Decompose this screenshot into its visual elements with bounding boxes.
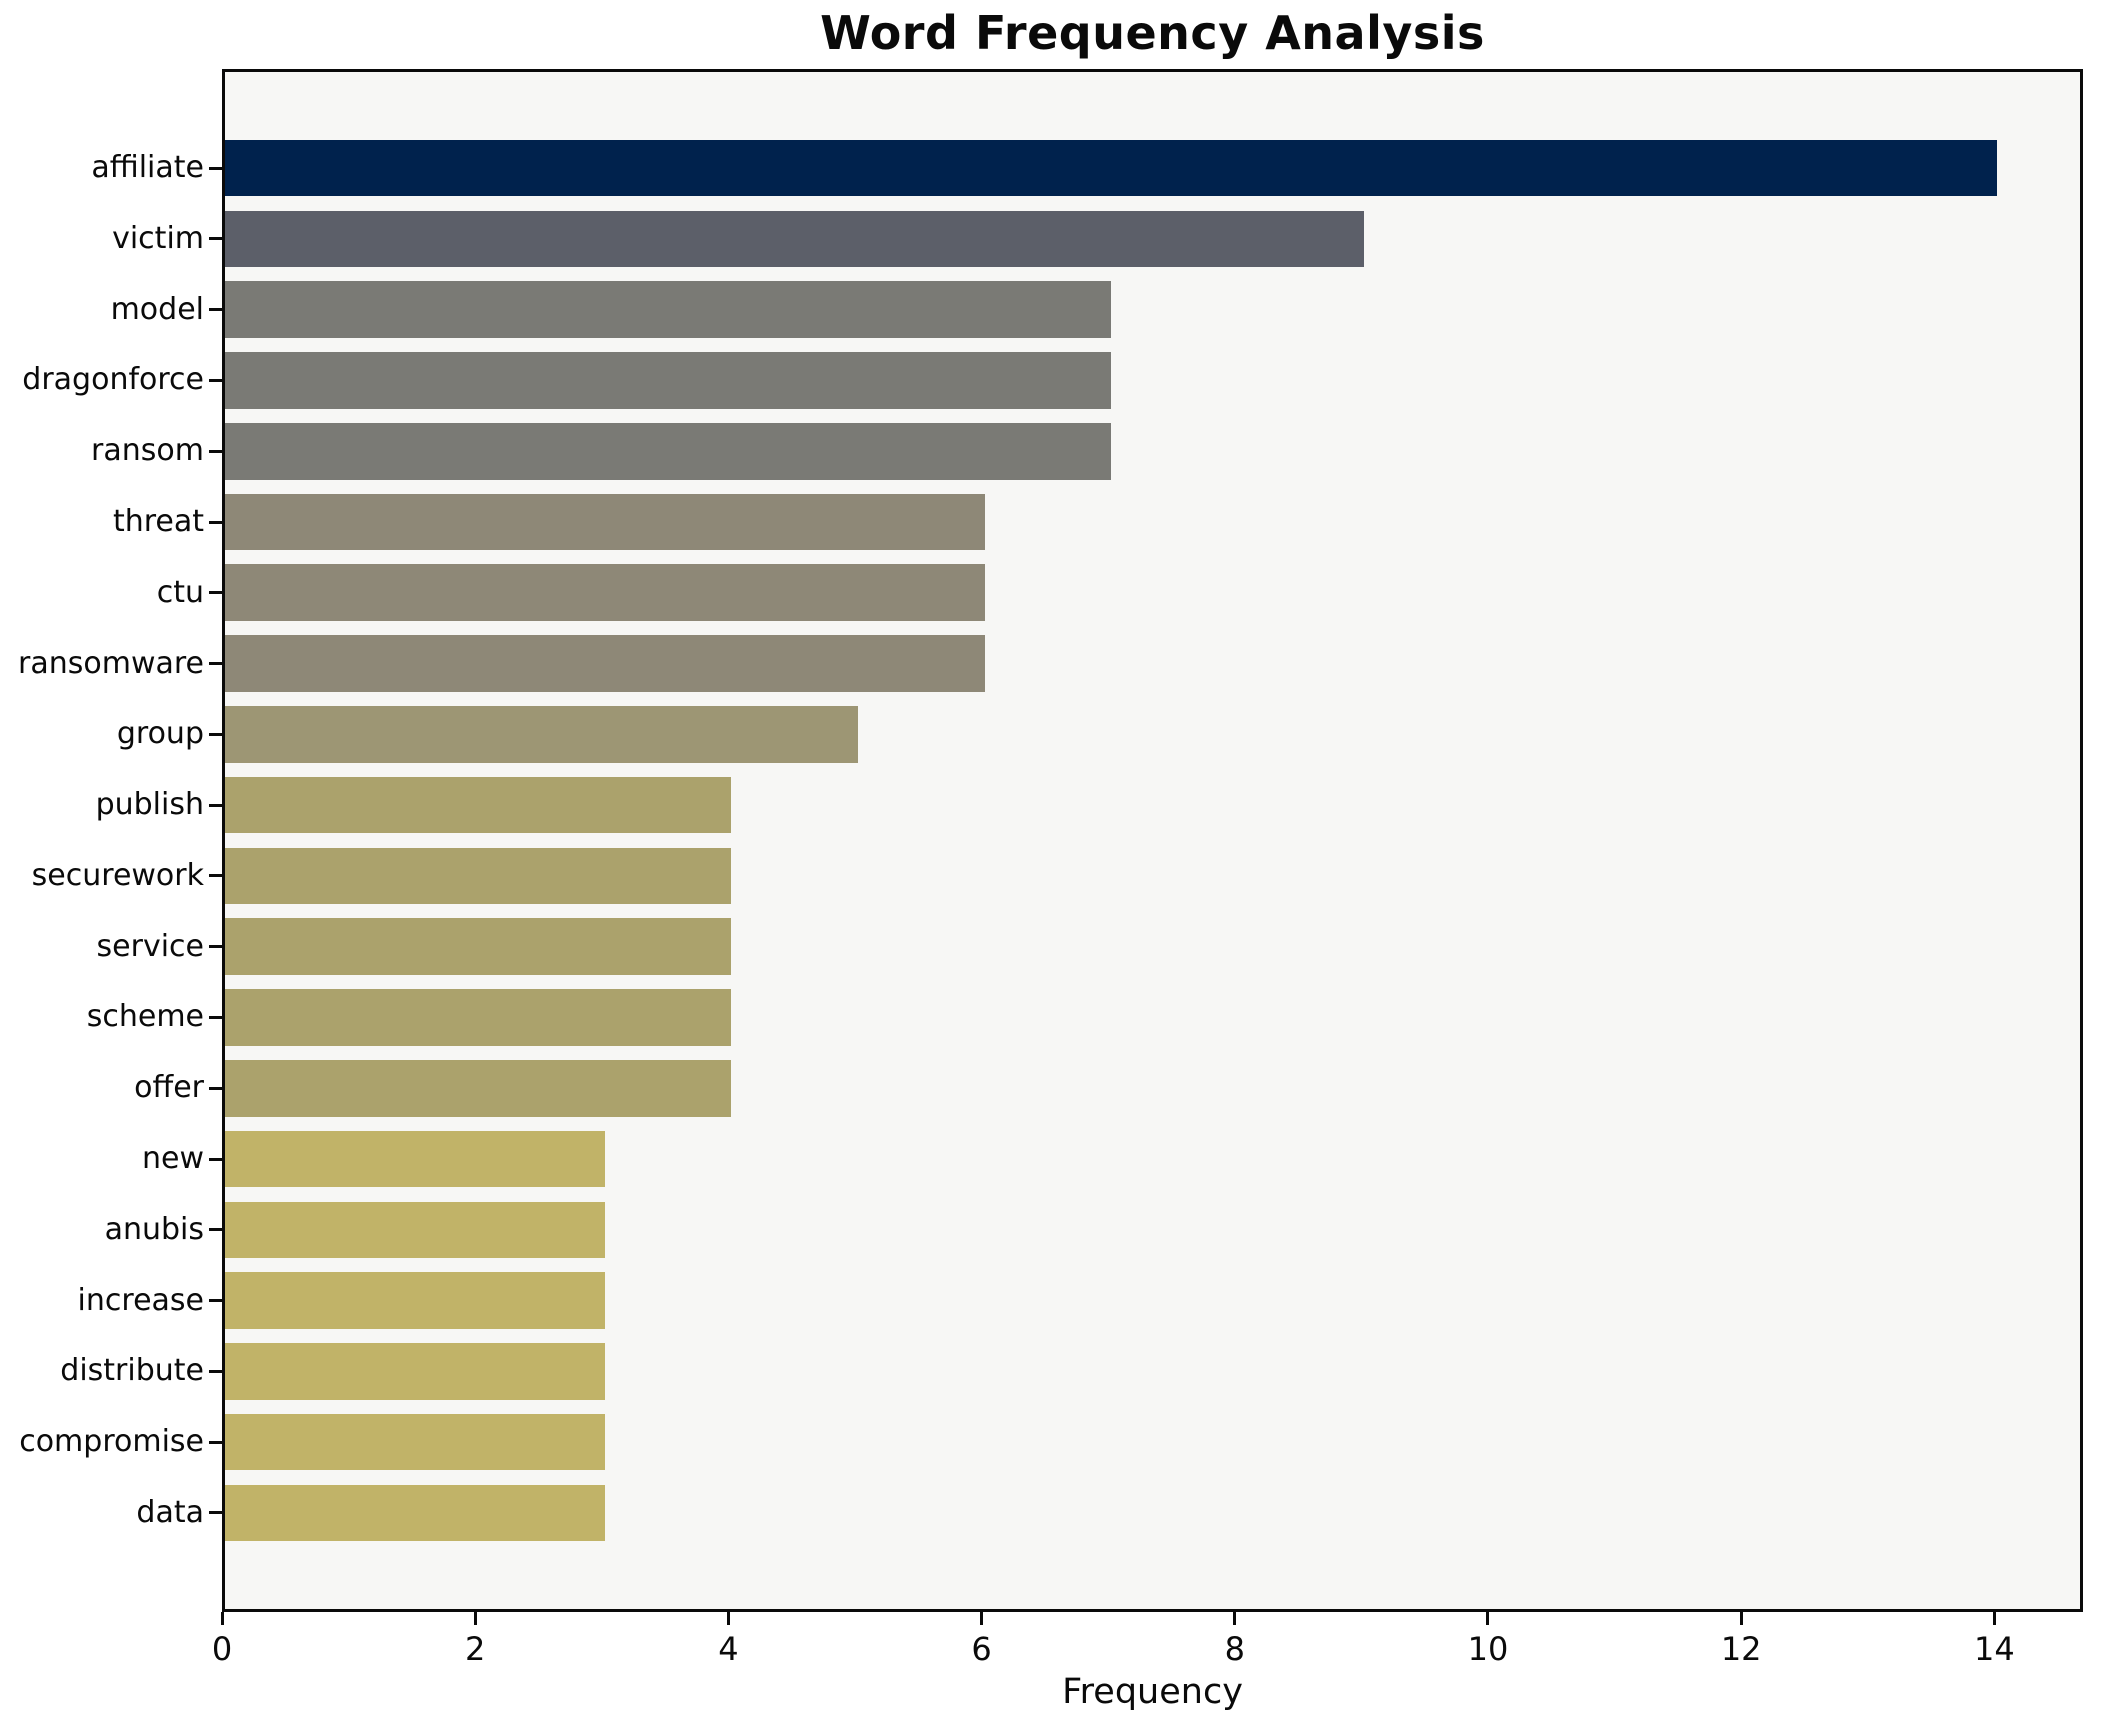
xtick-mark [1486,1612,1490,1625]
bar-publish [225,776,732,834]
ytick-label-ransomware: ransomware [18,645,204,681]
ytick-label-group: group [116,716,204,752]
ytick-label-distribute: distribute [60,1353,204,1389]
bar-ransomware [225,635,985,692]
x-axis-label: Frequency [1062,1672,1243,1712]
bar-compromise [225,1413,605,1471]
bar-scheme [225,989,732,1046]
bar-model [225,281,1112,338]
ytick-label-affiliate: affiliate [91,150,204,186]
ytick-mark [209,1440,222,1444]
ytick-mark [209,1157,222,1161]
ytick-label-publish: publish [95,787,204,823]
xtick-label-14: 14 [1974,1630,2015,1668]
ytick-mark [209,308,222,312]
ytick-label-anubis: anubis [104,1211,204,1247]
bar-ctu [225,564,985,622]
ytick-mark [209,945,222,949]
bar-victim [225,210,1365,268]
ytick-mark [209,1086,222,1090]
ytick-label-offer: offer [134,1070,204,1106]
ytick-label-service: service [96,928,204,964]
bar-anubis [225,1201,605,1259]
ytick-mark [209,803,222,807]
plot-area [222,69,2083,1612]
bar-group [225,706,858,763]
ytick-label-securework: securework [31,857,204,893]
bar-data [225,1484,605,1542]
xtick-mark [980,1612,984,1625]
xtick-mark [473,1612,477,1625]
xtick-label-4: 4 [718,1630,739,1668]
xtick-mark [1233,1612,1237,1625]
ytick-label-increase: increase [77,1282,204,1318]
ytick-mark [209,1228,222,1232]
xtick-label-12: 12 [1720,1630,1762,1668]
chart-title: Word Frequency Analysis [820,6,1485,60]
xtick-label-10: 10 [1467,1630,1509,1668]
bar-new [225,1130,605,1188]
bar-securework [225,847,732,905]
ytick-label-dragonforce: dragonforce [22,362,204,398]
bar-increase [225,1272,605,1329]
ytick-mark [209,449,222,453]
bar-threat [225,493,985,551]
ytick-label-model: model [110,291,204,327]
ytick-label-data: data [136,1494,204,1530]
bar-service [225,918,732,975]
bar-affiliate [225,139,1998,197]
ytick-mark [209,1369,222,1373]
ytick-mark [209,662,222,666]
xtick-label-8: 8 [1224,1630,1245,1668]
ytick-mark [209,1015,222,1019]
bar-ransom [225,422,1112,480]
bar-dragonforce [225,352,1112,409]
ytick-mark [209,237,222,241]
xtick-mark [1992,1612,1996,1625]
ytick-mark [209,874,222,878]
ytick-label-ransom: ransom [91,433,204,469]
ytick-label-new: new [141,1141,204,1177]
ytick-mark [209,591,222,595]
ytick-label-ctu: ctu [156,574,204,610]
ytick-mark [209,166,222,170]
xtick-mark [726,1612,730,1625]
ytick-mark [209,1299,222,1303]
ytick-label-compromise: compromise [19,1424,204,1460]
bar-distribute [225,1343,605,1400]
bar-offer [225,1059,732,1117]
xtick-label-0: 0 [211,1630,233,1668]
xtick-label-2: 2 [465,1630,486,1668]
ytick-mark [209,1511,222,1515]
ytick-mark [209,520,222,524]
ytick-mark [209,732,222,736]
xtick-mark [220,1612,224,1625]
xtick-label-6: 6 [971,1630,992,1668]
xtick-mark [1739,1612,1743,1625]
ytick-label-threat: threat [112,504,204,539]
ytick-label-victim: victim [112,220,204,256]
ytick-label-scheme: scheme [86,999,204,1035]
ytick-mark [209,378,222,382]
